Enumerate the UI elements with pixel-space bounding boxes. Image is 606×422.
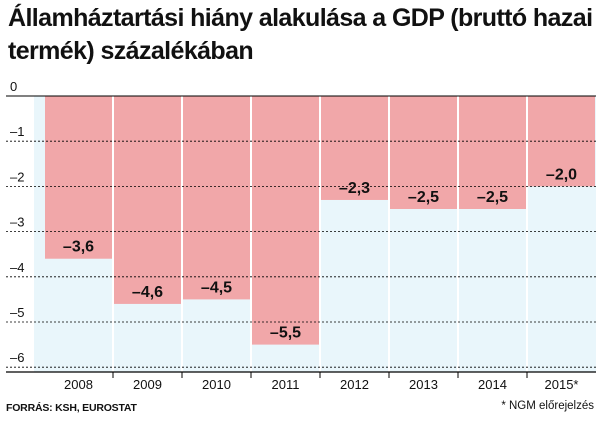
value-label: –2,3 <box>339 180 370 197</box>
bar-2008 <box>45 96 112 259</box>
x-tick-label: 2010 <box>202 377 231 392</box>
forecast-footnote: * NGM előrejelzés <box>501 400 594 412</box>
y-tick-label: 0 <box>10 79 17 94</box>
y-tick-label: –5 <box>10 305 24 320</box>
bar-2009 <box>114 96 181 304</box>
value-label: –4,5 <box>201 279 232 296</box>
value-label: –2,5 <box>408 189 439 206</box>
bar-2013 <box>390 96 457 209</box>
y-tick-label: –2 <box>10 169 24 184</box>
x-tick-label: 2013 <box>409 377 438 392</box>
value-label: –4,6 <box>132 284 163 301</box>
value-label: –3,6 <box>63 239 94 256</box>
labels-layer: 0 –1 –2 –3 –4 –5 –6 2008 2009 2010 2011 2012 2013 201… <box>10 79 578 392</box>
x-tick-label: 2014 <box>478 377 507 392</box>
y-tick-label: –3 <box>10 215 24 230</box>
grid-layer <box>6 96 596 372</box>
y-tick-label: –4 <box>10 260 24 275</box>
value-label: –2,0 <box>546 166 577 183</box>
x-tick-label: 2009 <box>133 377 162 392</box>
y-tick-label: –6 <box>10 350 24 365</box>
bars-layer <box>45 96 595 345</box>
y-tick-label: –1 <box>10 124 24 139</box>
value-label: –2,5 <box>477 189 508 206</box>
bar-2011 <box>252 96 319 345</box>
axis-layer <box>6 95 596 378</box>
x-tick-label: 2015* <box>545 377 579 392</box>
x-tick-label: 2008 <box>64 377 93 392</box>
source-note: FORRÁS: KSH, EUROSTAT <box>6 402 137 414</box>
value-label: –5,5 <box>270 325 301 342</box>
deficit-bar-chart: 0 –1 –2 –3 –4 –5 –6 2008 2009 2010 2011 2012 2013 201… <box>6 79 596 392</box>
bar-2014 <box>459 96 526 209</box>
x-tick-label: 2011 <box>272 377 300 392</box>
x-tick-label: 2012 <box>340 377 369 392</box>
bar-2012 <box>321 96 388 200</box>
bar-2010 <box>183 96 250 300</box>
chart-title: Államháztartási hiány alakulása a GDP (b… <box>8 4 593 65</box>
